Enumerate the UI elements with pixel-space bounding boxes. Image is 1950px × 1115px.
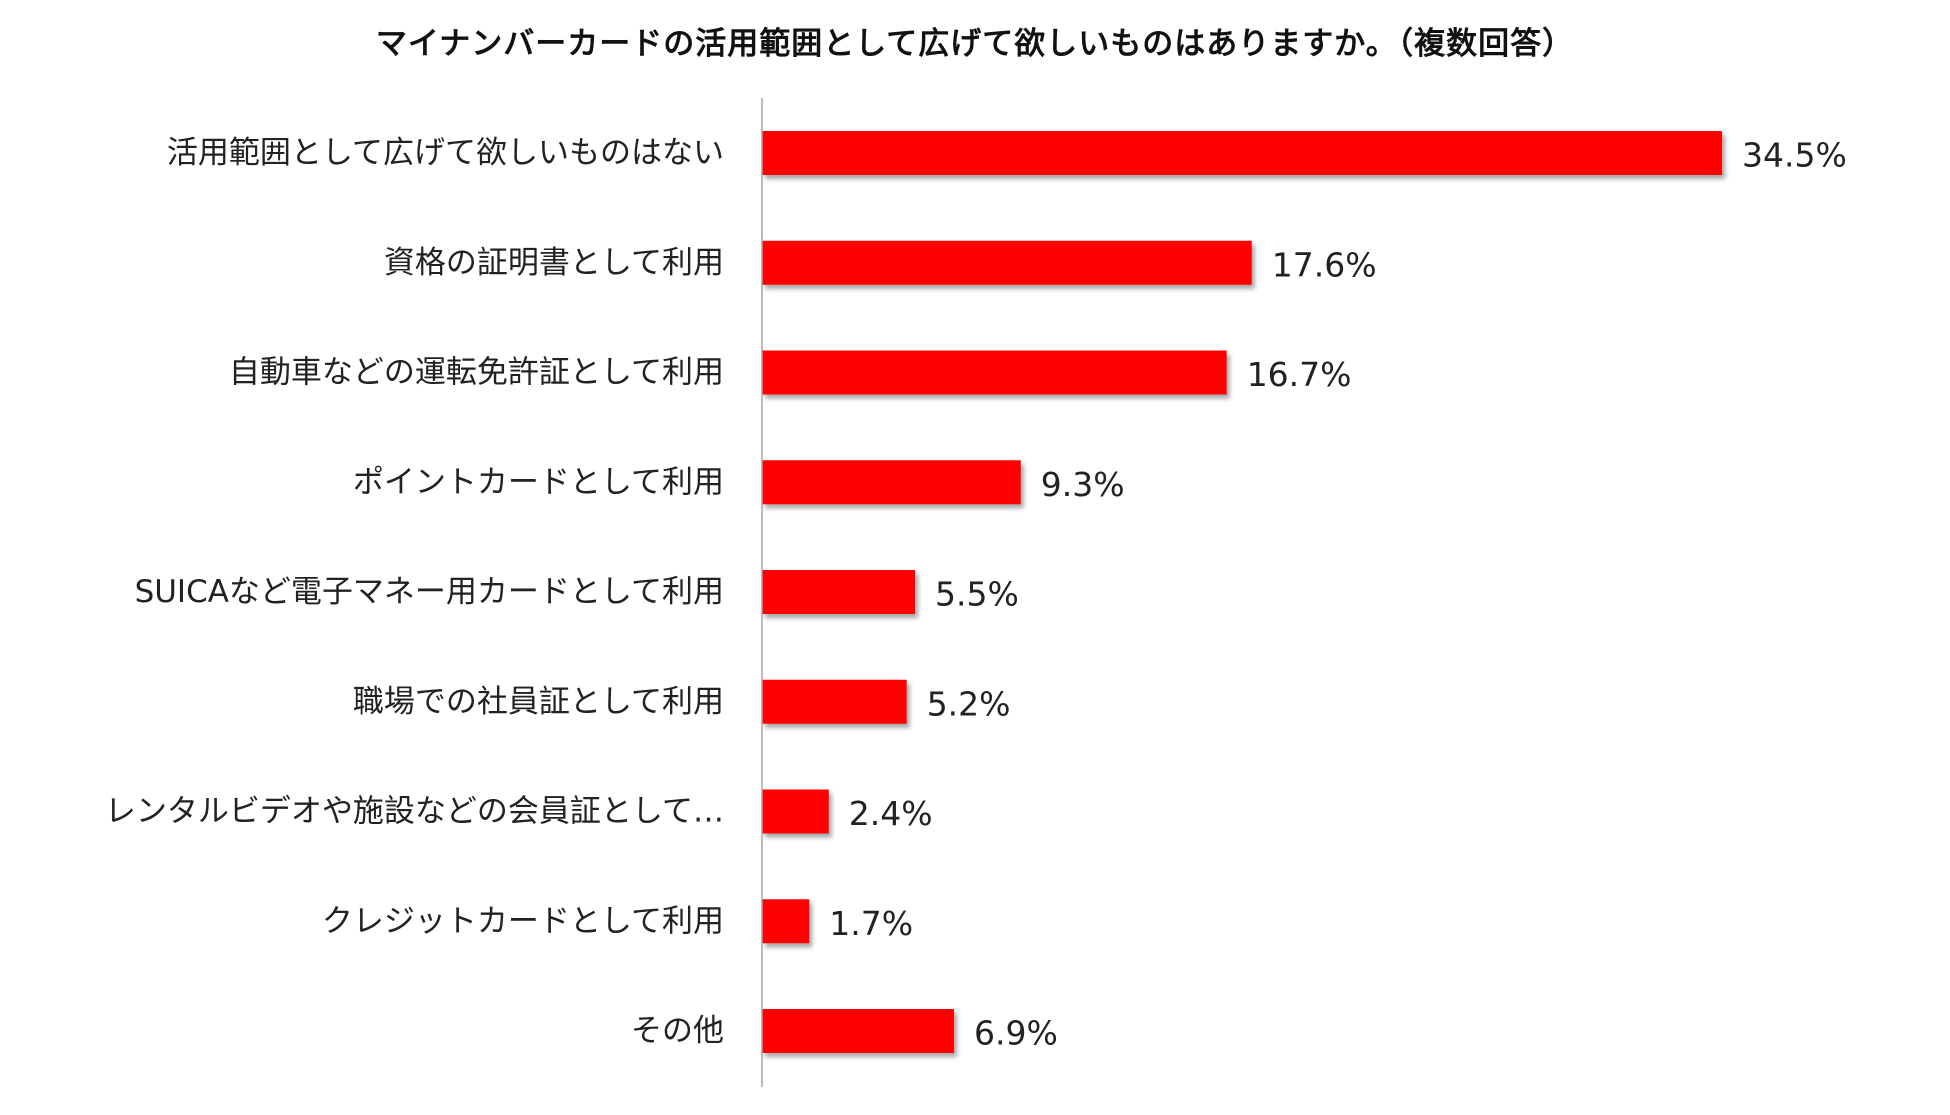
value-label: 5.2% xyxy=(927,684,1011,723)
category-label: クレジットカードとして利用 xyxy=(322,903,724,939)
bar xyxy=(762,679,907,724)
value-label: 34.5% xyxy=(1742,136,1847,175)
bar xyxy=(762,240,1252,285)
bars-layer: 活用範囲として広げて欲しいものはない 34.5% 資格の証明書として利用 17.6% 自… xyxy=(105,131,1847,1053)
bar xyxy=(762,1009,954,1053)
bar xyxy=(762,350,1227,395)
bar xyxy=(762,131,1722,175)
value-label: 5.5% xyxy=(935,575,1019,614)
bar xyxy=(762,570,916,614)
bar-row: 職場での社員証として利用 5.2% xyxy=(353,679,1011,724)
value-label: 1.7% xyxy=(829,904,913,943)
chart-title: マイナンバーカードの活用範囲として広げて欲しいものはありますか。（複数回答） xyxy=(375,26,1575,62)
bar xyxy=(762,899,810,944)
category-label: 自動車などの運転免許証として利用 xyxy=(229,355,724,391)
bar-row: クレジットカードとして利用 1.7% xyxy=(322,899,913,944)
category-label: ポイントカードとして利用 xyxy=(353,464,724,500)
bar-row: レンタルビデオや施設などの会員証として… 2.4% xyxy=(105,789,933,834)
value-label: 2.4% xyxy=(849,794,933,833)
category-label: 職場での社員証として利用 xyxy=(353,684,724,720)
value-label: 9.3% xyxy=(1041,465,1125,504)
bar-row: SUICAなど電子マネー用カードとして利用 5.5% xyxy=(135,570,1019,614)
category-label: SUICAなど電子マネー用カードとして利用 xyxy=(135,574,724,610)
bar xyxy=(762,789,829,834)
value-label: 16.7% xyxy=(1247,355,1352,394)
bar-row: 資格の証明書として利用 17.6% xyxy=(384,240,1377,285)
bar-row: ポイントカードとして利用 9.3% xyxy=(353,460,1125,505)
value-label: 17.6% xyxy=(1272,245,1377,284)
bar-row: その他 6.9% xyxy=(631,1009,1058,1053)
bar-row: 自動車などの運転免許証として利用 16.7% xyxy=(229,350,1352,395)
category-label: その他 xyxy=(631,1013,724,1049)
bar xyxy=(762,460,1021,505)
bar-row: 活用範囲として広げて欲しいものはない 34.5% xyxy=(167,131,1847,175)
value-label: 6.9% xyxy=(974,1014,1058,1053)
category-label: レンタルビデオや施設などの会員証として… xyxy=(105,794,724,830)
category-label: 資格の証明書として利用 xyxy=(384,245,724,281)
category-label: 活用範囲として広げて欲しいものはない xyxy=(167,135,724,171)
